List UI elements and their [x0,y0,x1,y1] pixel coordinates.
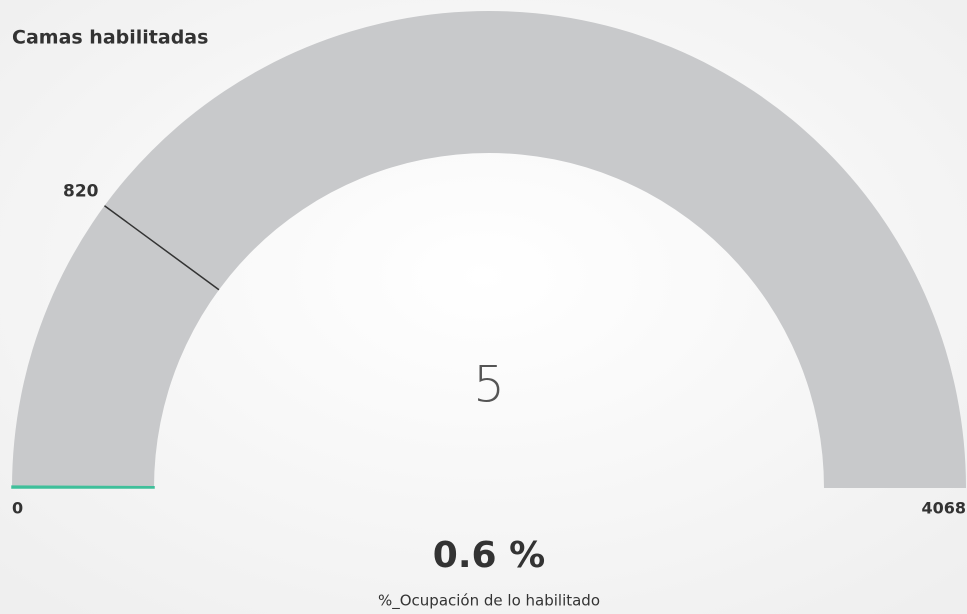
gauge-track [12,11,966,488]
kpi-name: %_Ocupación de lo habilitado [378,592,600,611]
target-line [104,205,220,291]
chart-title: Camas habilitadas [12,27,208,49]
gauge-value [11,485,155,489]
gauge-value-label: 5 [473,356,505,414]
target-label: 820 [63,182,99,202]
kpi-value: 0.6 % [433,535,545,576]
max-label: 4068 [921,499,966,518]
min-label: 0 [12,499,23,518]
